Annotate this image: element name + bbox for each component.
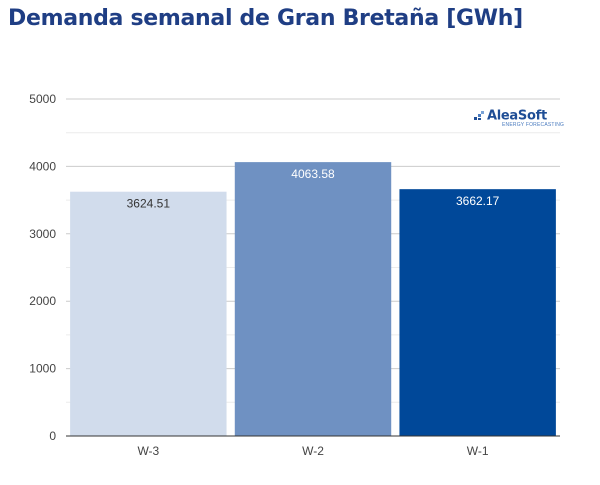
y-tick-label: 2000 bbox=[29, 294, 56, 308]
x-tick-label: W-1 bbox=[467, 444, 489, 458]
bars: 3624.51 4063.58 3662.17 bbox=[70, 162, 556, 436]
y-tick-label: 1000 bbox=[29, 362, 56, 376]
y-tick-label: 0 bbox=[49, 429, 56, 443]
y-tick-label: 5000 bbox=[29, 92, 56, 106]
bar-w-2 bbox=[234, 162, 392, 436]
data-label: 4063.58 bbox=[291, 167, 335, 181]
logo-tagline: ENERGY FORECASTING bbox=[502, 122, 565, 128]
x-tick-label: W-2 bbox=[302, 444, 324, 458]
chart-title: Demanda semanal de Gran Bretaña [GWh] bbox=[8, 6, 523, 31]
aleasoft-logo: AleaSoft ENERGY FORECASTING bbox=[474, 107, 564, 128]
logo-dots-icon bbox=[474, 110, 484, 120]
data-label: 3662.17 bbox=[456, 194, 500, 208]
y-axis-ticks: 0 1000 2000 3000 4000 5000 bbox=[29, 92, 56, 443]
y-tick-label: 3000 bbox=[29, 227, 56, 241]
bar-w-3 bbox=[70, 191, 227, 436]
x-tick-label: W-3 bbox=[137, 444, 159, 458]
x-axis-ticks: W-3 W-2 W-1 bbox=[137, 444, 488, 458]
y-tick-label: 4000 bbox=[29, 159, 56, 173]
logo-name: AleaSoft bbox=[487, 108, 547, 124]
data-label: 3624.51 bbox=[127, 197, 171, 211]
bar-w-1 bbox=[399, 189, 556, 436]
